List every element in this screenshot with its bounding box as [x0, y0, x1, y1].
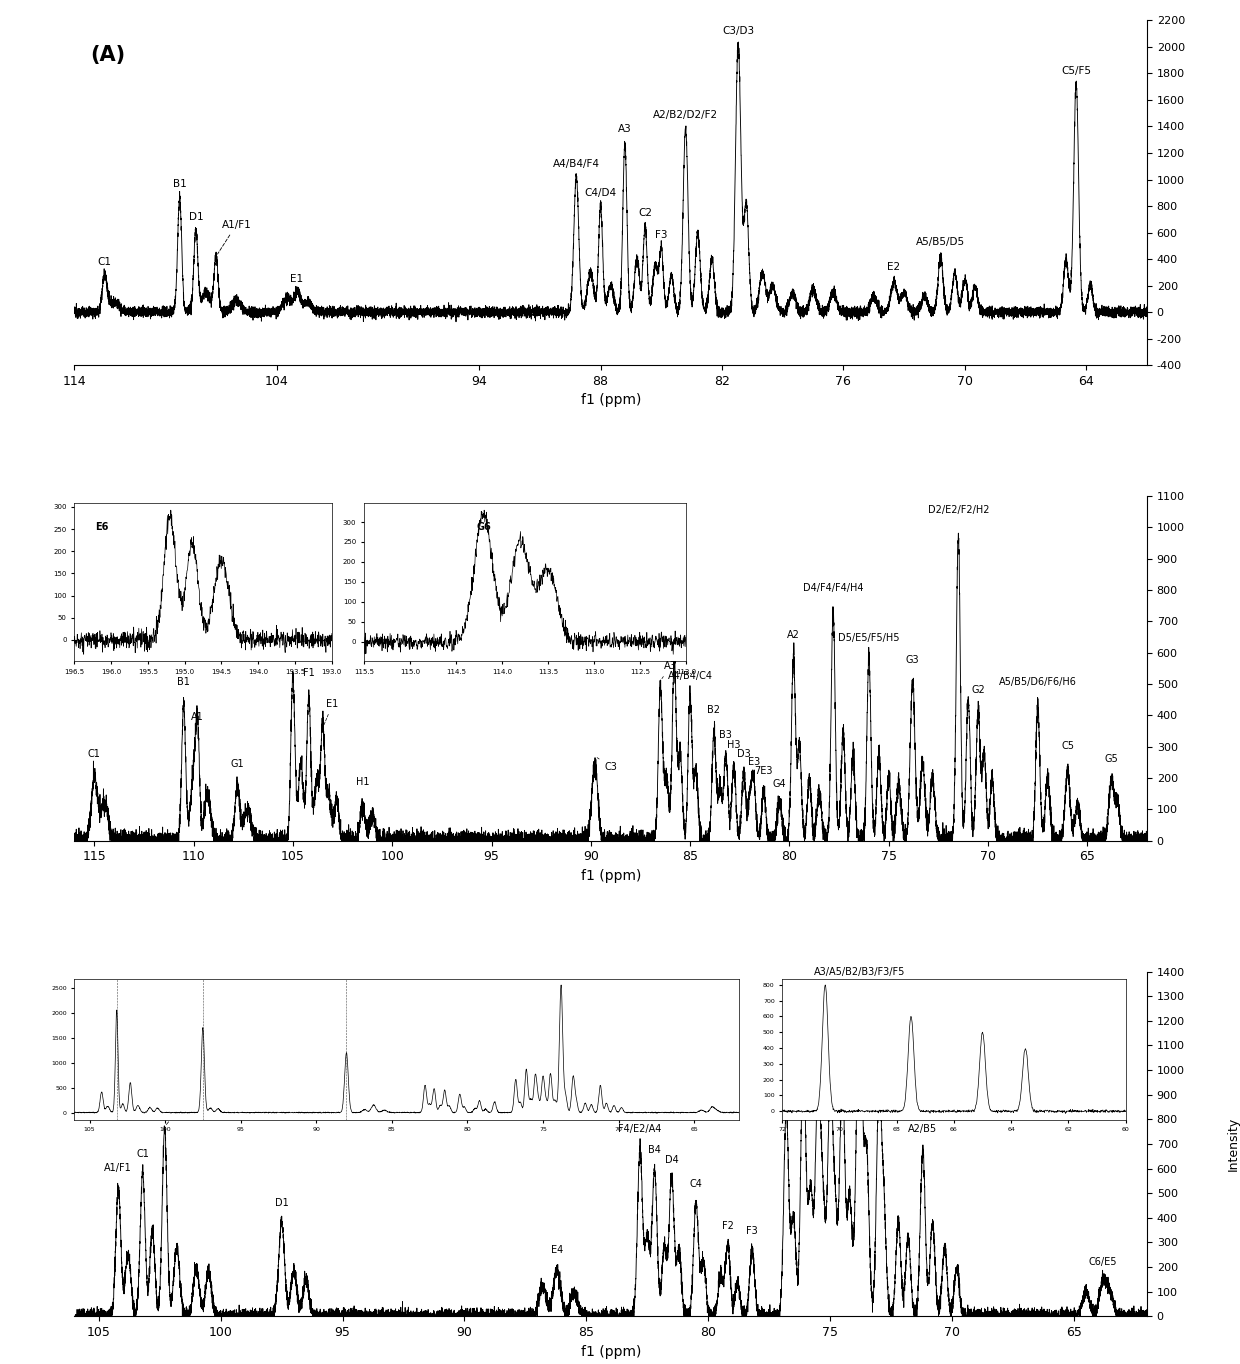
- X-axis label: f1 (ppm): f1 (ppm): [580, 1345, 641, 1359]
- Y-axis label: Intensity: Intensity: [1226, 1117, 1240, 1172]
- Text: B2: B2: [708, 705, 720, 715]
- Text: B1: B1: [177, 677, 190, 687]
- Text: D1: D1: [275, 1198, 289, 1209]
- Text: C2: C2: [836, 1052, 849, 1061]
- Text: D1: D1: [286, 645, 300, 656]
- Text: G4: G4: [773, 779, 786, 788]
- Text: H3: H3: [727, 739, 740, 750]
- Text: A1/F1: A1/F1: [104, 1163, 133, 1173]
- Text: (C): (C): [91, 982, 125, 1003]
- Text: C2: C2: [668, 633, 681, 644]
- Text: F1: F1: [303, 668, 315, 678]
- Text: H1: H1: [356, 777, 370, 787]
- Text: C3: C3: [598, 757, 618, 772]
- Text: C3: C3: [811, 1064, 825, 1073]
- X-axis label: f1 (ppm): f1 (ppm): [580, 869, 641, 883]
- Text: C6/E5: C6/E5: [1089, 1258, 1117, 1267]
- Text: F2: F2: [722, 1221, 734, 1232]
- Text: D2: D2: [796, 1026, 810, 1035]
- Text: G3: G3: [905, 655, 919, 666]
- Text: A2: A2: [787, 630, 800, 640]
- Text: A4/B4/C4: A4/B4/C4: [667, 671, 713, 681]
- Text: A5/B5/D6/F6/H6: A5/B5/D6/F6/H6: [998, 677, 1076, 687]
- Text: G2: G2: [971, 685, 985, 696]
- Text: A3: A3: [618, 124, 631, 135]
- Text: G5: G5: [1105, 754, 1118, 764]
- Text: B1: B1: [166, 1106, 184, 1124]
- Text: C4/D4: C4/D4: [584, 188, 616, 198]
- Text: A2/B2/D2/F2: A2/B2/D2/F2: [653, 110, 718, 120]
- Text: C1: C1: [136, 1148, 149, 1158]
- Text: E3: E3: [748, 757, 760, 767]
- Text: C1: C1: [98, 256, 112, 267]
- Text: C1: C1: [88, 749, 100, 760]
- Text: B1: B1: [172, 179, 186, 188]
- Text: (B): (B): [91, 506, 125, 527]
- Text: C5: C5: [1061, 742, 1074, 752]
- Text: C2: C2: [639, 207, 652, 218]
- X-axis label: f1 (ppm): f1 (ppm): [580, 393, 641, 408]
- Text: A3/A5/B2/B3/F3/F5: A3/A5/B2/B3/F3/F5: [813, 967, 905, 977]
- Text: D5/E5/F5/H5: D5/E5/F5/H5: [838, 633, 900, 644]
- Text: B3: B3: [719, 730, 733, 741]
- Text: A3: A3: [662, 662, 677, 679]
- Text: C4: C4: [689, 1180, 702, 1189]
- Text: D5: D5: [823, 1076, 837, 1086]
- Text: D1: D1: [188, 211, 203, 222]
- Text: D3: D3: [872, 1076, 885, 1086]
- Text: D2/E2/F2/H2: D2/E2/F2/H2: [928, 505, 990, 514]
- Text: E4: E4: [551, 1245, 563, 1255]
- Text: E1: E1: [290, 274, 304, 284]
- Text: 7E3: 7E3: [754, 767, 773, 776]
- Text: D4: D4: [665, 1155, 678, 1165]
- Text: D4/F4/F4/H4: D4/F4/F4/H4: [804, 584, 863, 593]
- Text: G1: G1: [231, 758, 244, 769]
- Text: (A): (A): [91, 45, 125, 64]
- Text: A1: A1: [191, 712, 203, 722]
- Text: D3: D3: [737, 749, 750, 760]
- Text: C5/F5: C5/F5: [1061, 65, 1091, 76]
- Text: E1: E1: [324, 700, 339, 726]
- Text: A5/B5/D5: A5/B5/D5: [916, 237, 965, 247]
- Text: B4: B4: [649, 1144, 661, 1155]
- Text: C3/D3: C3/D3: [722, 26, 754, 37]
- Text: F4/E2/A4: F4/E2/A4: [619, 1124, 662, 1133]
- Text: F3: F3: [746, 1226, 758, 1236]
- Text: E2: E2: [888, 262, 900, 273]
- Text: A2/B5: A2/B5: [908, 1124, 937, 1133]
- Text: F3: F3: [655, 231, 667, 248]
- Text: A1/F1: A1/F1: [217, 220, 252, 254]
- Text: C5: C5: [787, 1087, 802, 1105]
- Text: A4/B4/F4: A4/B4/F4: [553, 160, 600, 169]
